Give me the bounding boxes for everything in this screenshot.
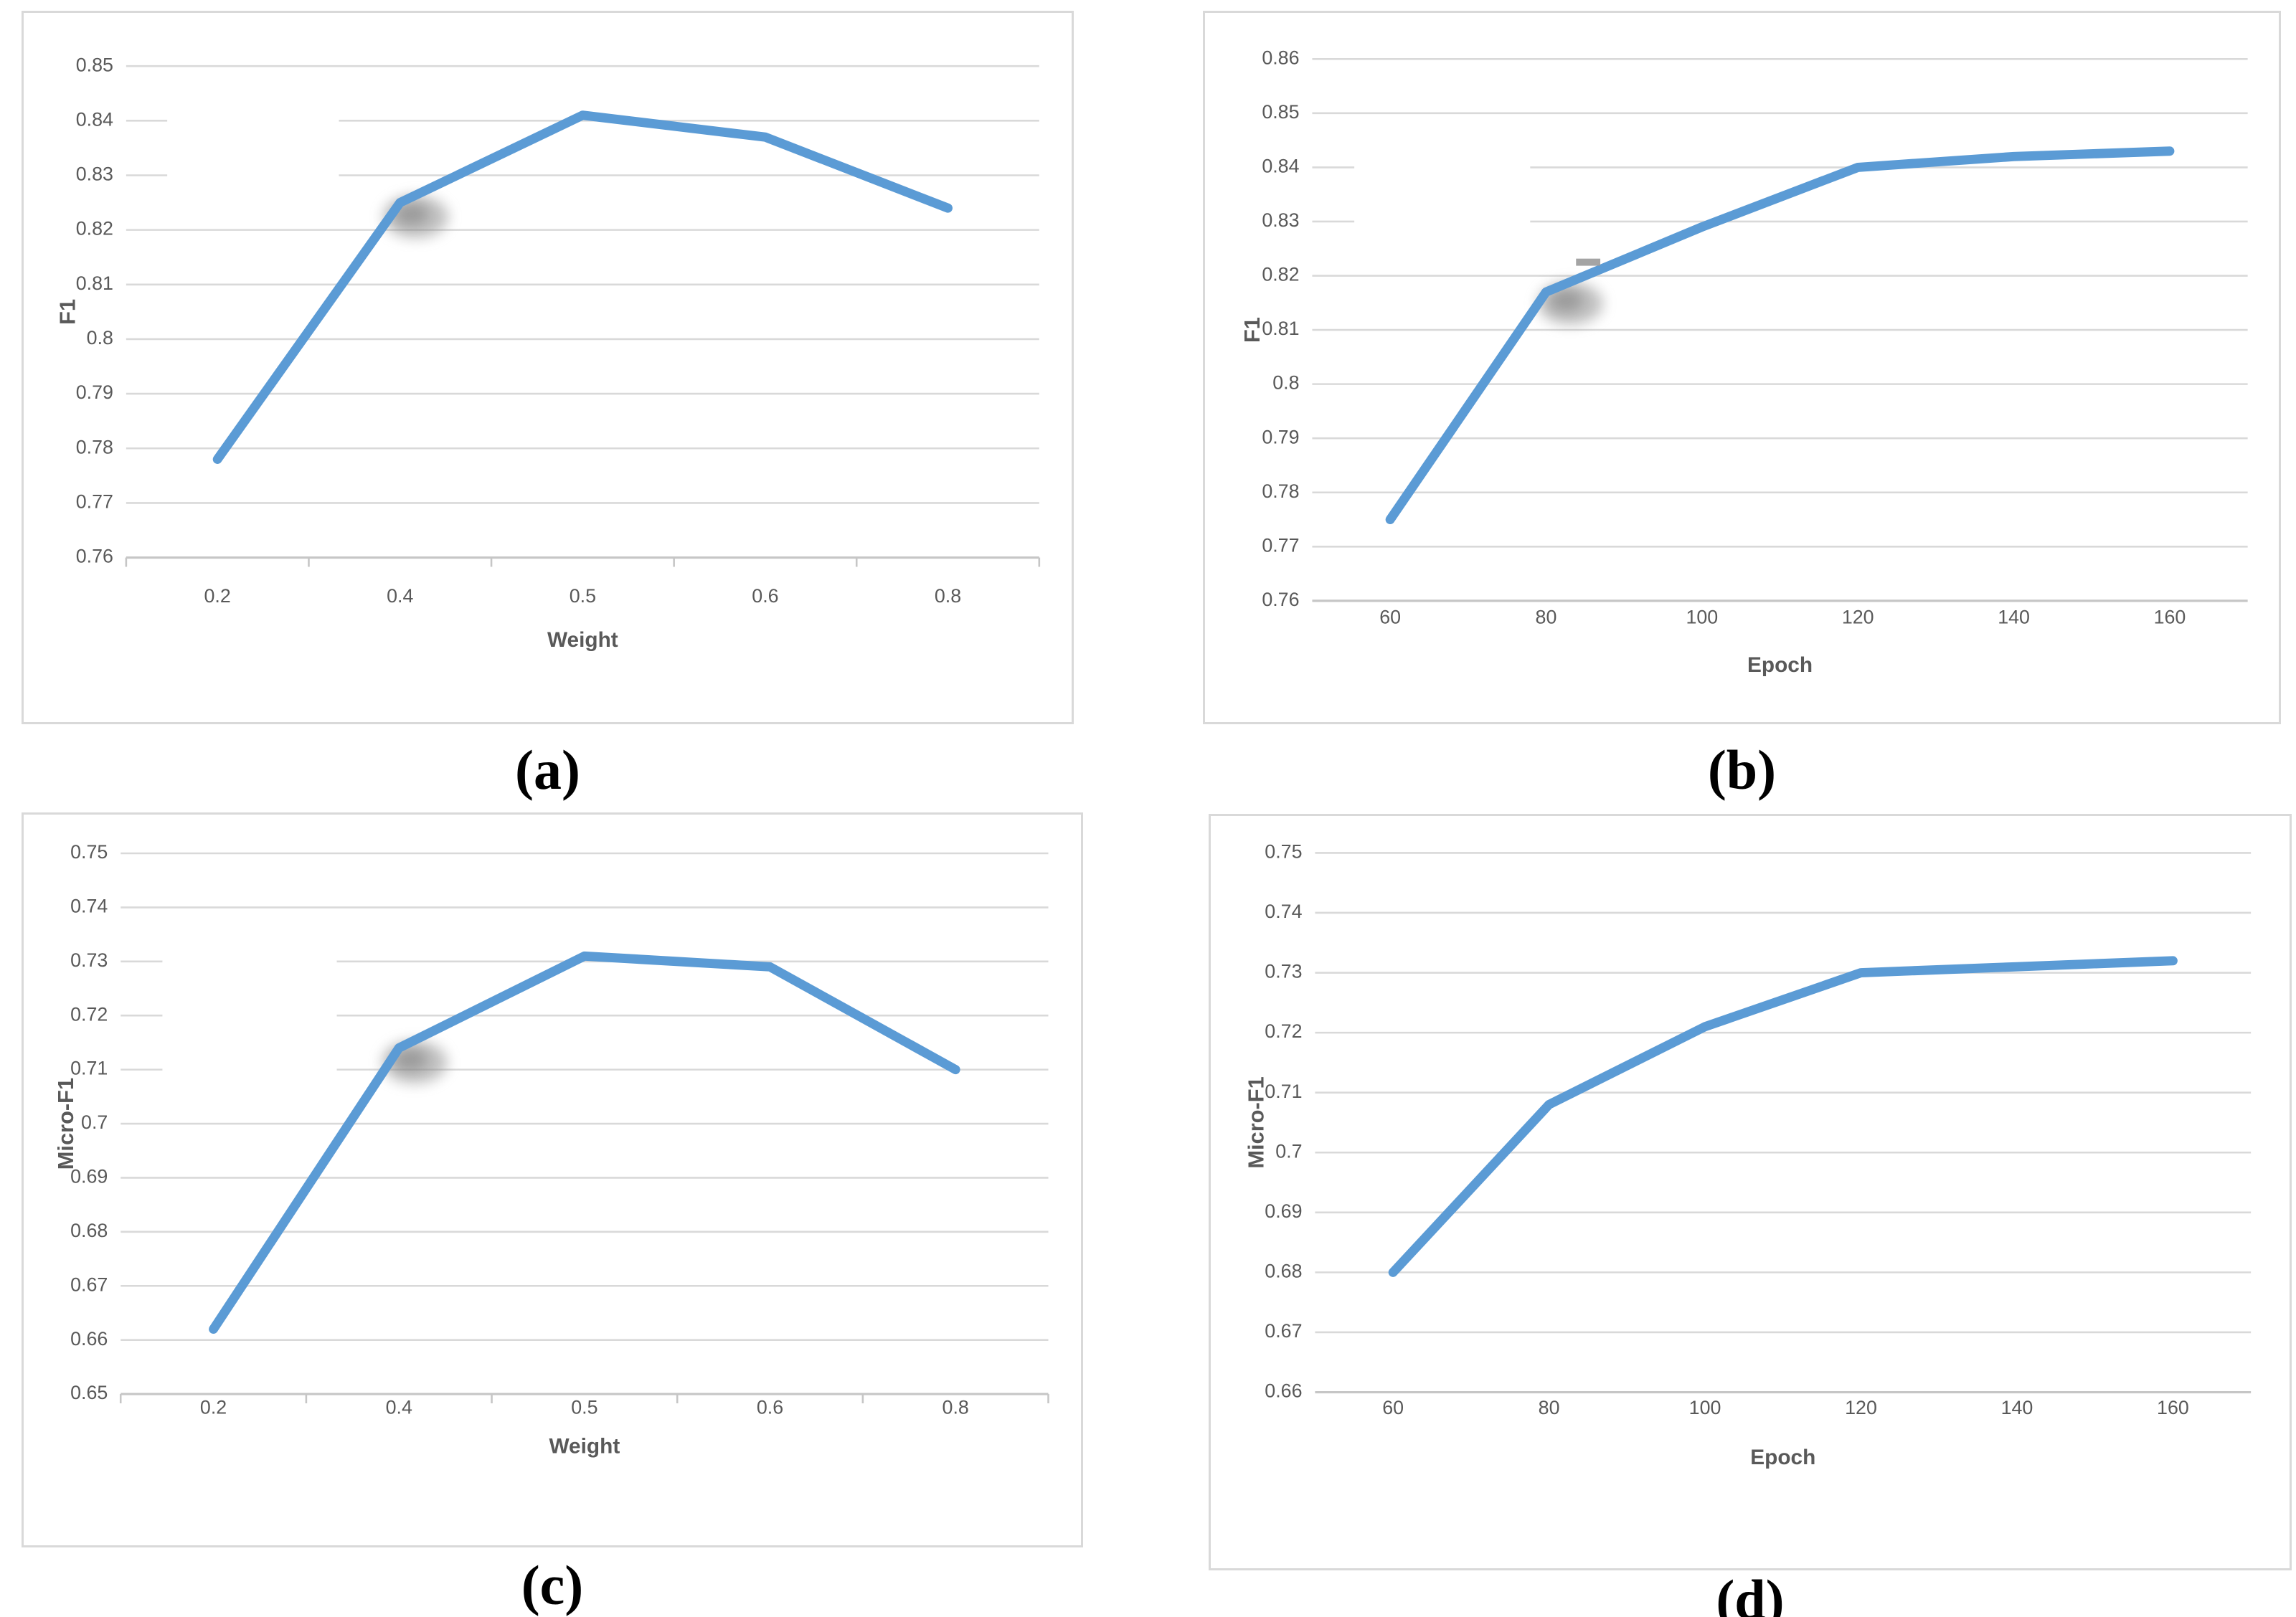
x-tick-label: 0.5 xyxy=(571,1397,597,1418)
y-tick-label: 0.85 xyxy=(76,54,113,75)
x-axis-title: Weight xyxy=(547,628,618,652)
data-series-line xyxy=(1385,146,2175,525)
x-tick-label: 120 xyxy=(1845,1397,1877,1418)
y-tick-label: 0.68 xyxy=(70,1220,108,1241)
y-tick-label: 0.79 xyxy=(76,381,113,403)
x-tick-label: 80 xyxy=(1536,607,1557,628)
panel-b: 0.86 0.85 0.84 0.83 0.82 0.81 0.8 0.79 0.78 0.77 0… xyxy=(1203,11,2281,724)
line-chart-f1-vs-epoch: 0.86 0.85 0.84 0.83 0.82 0.81 0.8 0.79 0.78 0.77 0… xyxy=(1239,47,2248,677)
x-tick-label: 0.4 xyxy=(386,1397,412,1418)
y-tick-label: 0.67 xyxy=(1265,1320,1302,1342)
y-tick-label: 0.84 xyxy=(76,108,113,130)
y-tick-label: 0.78 xyxy=(1262,480,1299,502)
y-tick-label: 0.73 xyxy=(70,949,108,971)
y-axis-title: F1 xyxy=(1239,317,1265,343)
y-tick-label: 0.69 xyxy=(1265,1200,1302,1222)
x-tick-label: 100 xyxy=(1689,1397,1721,1418)
y-tick-label: 0.72 xyxy=(1265,1020,1302,1042)
y-tick-label: 0.84 xyxy=(1262,155,1299,176)
y-tick-label: 0.77 xyxy=(76,490,113,512)
x-tick-label: 160 xyxy=(2154,607,2186,628)
smudge-artifact xyxy=(393,1048,427,1071)
data-series-line xyxy=(1388,956,2178,1277)
x-tick-label: 0.6 xyxy=(752,585,778,607)
y-tick-label: 0.8 xyxy=(1272,372,1299,394)
y-tick-label: 0.71 xyxy=(70,1058,108,1079)
x-tick-label: 0.4 xyxy=(387,585,413,607)
y-axis-title: Micro-F1 xyxy=(53,1078,78,1170)
y-tick-label: 0.76 xyxy=(1262,589,1299,610)
x-tick-label: 0.8 xyxy=(943,1397,969,1418)
y-tick-label: 0.74 xyxy=(70,896,108,917)
y-tick-label: 0.74 xyxy=(1265,901,1302,922)
x-tick-label: 160 xyxy=(2157,1397,2189,1418)
line-chart-microf1-vs-weight: 0.75 0.74 0.73 0.72 0.71 0.7 0.69 0.68 0.67 0.66 0… xyxy=(53,841,1049,1459)
smudge-artifact xyxy=(1576,258,1601,266)
y-tick-label: 0.82 xyxy=(76,218,113,240)
y-axis-title: Micro-F1 xyxy=(1243,1076,1268,1168)
y-tick-label: 0.86 xyxy=(1262,47,1299,68)
y-tick-label: 0.7 xyxy=(81,1111,108,1133)
x-tick-label: 0.2 xyxy=(204,585,231,607)
y-tick-label: 0.72 xyxy=(70,1003,108,1025)
x-tick-label: 140 xyxy=(1998,607,2030,628)
y-tick-label: 0.75 xyxy=(70,841,108,863)
y-axis-title: F1 xyxy=(55,299,80,325)
caption-b: (b) xyxy=(1707,739,1777,801)
x-axis-title: Epoch xyxy=(1747,653,1813,677)
y-tick-label: 0.81 xyxy=(1262,318,1299,339)
y-tick-label: 0.75 xyxy=(1265,840,1302,862)
caption-a: (a) xyxy=(515,739,580,801)
x-axis-title: Epoch xyxy=(1750,1446,1815,1469)
smudge-artifact xyxy=(1549,289,1584,313)
x-tick-label: 60 xyxy=(1379,607,1401,628)
y-tick-label: 0.7 xyxy=(1275,1140,1302,1162)
x-tick-label: 60 xyxy=(1382,1397,1404,1418)
caption-c: (c) xyxy=(521,1554,584,1616)
y-tick-label: 0.65 xyxy=(70,1382,108,1403)
y-tick-label: 0.66 xyxy=(70,1328,108,1350)
y-tick-label: 0.68 xyxy=(1265,1260,1302,1281)
y-tick-label: 0.85 xyxy=(1262,101,1299,123)
y-tick-label: 0.83 xyxy=(1262,209,1299,231)
y-tick-label: 0.77 xyxy=(1262,534,1299,556)
x-tick-label: 0.2 xyxy=(200,1397,227,1418)
y-tick-label: 0.83 xyxy=(76,163,113,185)
y-tick-label: 0.81 xyxy=(76,272,113,294)
panel-d: 0.75 0.74 0.73 0.72 0.71 0.7 0.69 0.68 0.67 0.66 6… xyxy=(1209,814,2292,1570)
x-axis-title: Weight xyxy=(549,1435,620,1459)
panel-c: 0.75 0.74 0.73 0.72 0.71 0.7 0.69 0.68 0.67 0.66 0… xyxy=(22,812,1083,1547)
y-tick-label: 0.71 xyxy=(1265,1081,1302,1102)
x-tick-label: 100 xyxy=(1686,607,1718,628)
data-series-line xyxy=(209,951,960,1334)
smudge-artifact xyxy=(394,202,429,226)
y-tick-label: 0.78 xyxy=(76,436,113,457)
y-tick-label: 0.79 xyxy=(1262,426,1299,447)
y-tick-label: 0.73 xyxy=(1265,961,1302,982)
y-tick-label: 0.69 xyxy=(70,1166,108,1187)
x-tick-label: 140 xyxy=(2001,1397,2033,1418)
caption-d: (d) xyxy=(1716,1568,1785,1617)
x-tick-label: 0.5 xyxy=(570,585,596,607)
x-tick-label: 120 xyxy=(1842,607,1874,628)
x-tick-label: 80 xyxy=(1539,1397,1560,1418)
y-tick-label: 0.66 xyxy=(1265,1380,1302,1402)
y-tick-label: 0.76 xyxy=(76,546,113,567)
panel-a: 0.85 0.84 0.83 0.82 0.81 0.8 0.79 0.78 0.77 0.76 0… xyxy=(22,11,1074,724)
line-chart-microf1-vs-epoch: 0.75 0.74 0.73 0.72 0.71 0.7 0.69 0.68 0.67 0.66 6… xyxy=(1243,840,2252,1469)
data-series-line xyxy=(212,110,953,464)
y-tick-label: 0.82 xyxy=(1262,264,1299,285)
x-tick-label: 0.8 xyxy=(935,585,961,607)
y-tick-label: 0.8 xyxy=(87,327,113,348)
line-chart-f1-vs-weight: 0.85 0.84 0.83 0.82 0.81 0.8 0.79 0.78 0.77 0.76 0… xyxy=(55,54,1041,652)
y-tick-label: 0.67 xyxy=(70,1274,108,1295)
x-tick-label: 0.6 xyxy=(757,1397,783,1418)
